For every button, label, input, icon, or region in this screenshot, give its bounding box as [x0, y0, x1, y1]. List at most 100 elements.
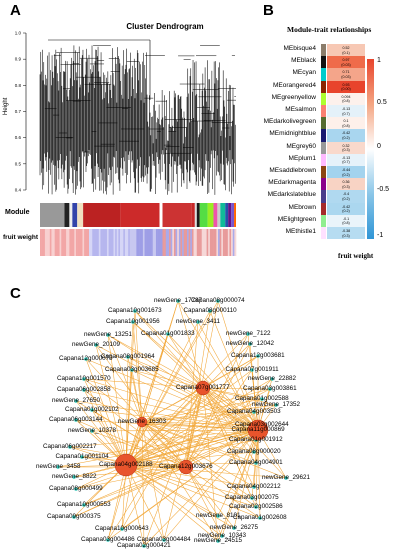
- network-edge: [107, 464, 127, 541]
- gene-label: newGene_20109: [72, 341, 120, 348]
- network-edge: [217, 300, 259, 431]
- module-trait-row: MEgreenyellow: [240, 93, 320, 106]
- correlation-cell: -0.38 (0.3): [327, 227, 365, 240]
- y-tick-label: 0.8: [15, 83, 22, 88]
- network-edge: [202, 387, 263, 426]
- network-edge: [107, 334, 259, 431]
- trait-heat-cell: [120, 229, 122, 256]
- correlation-value: 0.094: [341, 94, 351, 99]
- leaf-node: [220, 534, 224, 538]
- gene-label: Capana10g001570: [57, 375, 111, 382]
- trait-heat-cell: [93, 229, 96, 256]
- correlation-value: 0.36: [342, 180, 350, 185]
- module-color-block: [72, 203, 78, 227]
- module-color-block: [213, 203, 218, 227]
- trait-heat-cell: [129, 229, 132, 256]
- module-color-block: [64, 203, 70, 227]
- gene-label: Capana08g001964: [101, 353, 155, 360]
- trait-heat-cell: [77, 229, 80, 256]
- colorbar-tick: -1: [377, 232, 384, 239]
- trait-heat-cell: [75, 229, 78, 256]
- trait-heat-cell: [160, 229, 163, 256]
- leaf-node: [142, 544, 146, 548]
- leaf-node: [256, 354, 260, 358]
- trait-heat-cell: [98, 229, 101, 256]
- hub-node: [114, 453, 138, 477]
- module-trait-row: MEmidnightblue: [240, 129, 320, 142]
- gene-label: newGene_29621: [262, 474, 310, 481]
- trait-heat-cell: [110, 229, 113, 256]
- colorbar: [367, 59, 374, 239]
- trait-heat-cell: [231, 229, 234, 256]
- gene-label: Capana10g001673: [108, 307, 162, 314]
- gene-label: Capana12g000079: [59, 355, 113, 362]
- correlation-cell: -0.42 (0.2): [327, 129, 365, 142]
- trait-heat-cell: [146, 229, 149, 256]
- trait-heat-cell: [149, 229, 152, 256]
- network-edge: [73, 464, 127, 518]
- module-name: MEdarkmagenta: [268, 179, 316, 187]
- gene-label: Capana06g002858: [57, 386, 111, 393]
- network-edge: [107, 429, 259, 541]
- trait-heat-cell: [141, 229, 144, 256]
- network-edge: [107, 421, 143, 541]
- gene-label: Capana12g003681: [231, 352, 285, 359]
- module-color-block: [217, 203, 221, 227]
- gene-label: Capana04g004901: [229, 459, 283, 466]
- correlation-cell: 0.1 (0.8): [327, 117, 365, 130]
- leaf-node: [106, 333, 110, 337]
- network-edge: [125, 464, 219, 517]
- gene-label: Capana10g001956: [106, 318, 160, 325]
- leaf-node: [254, 461, 258, 465]
- trait-heat-cell: [64, 229, 67, 256]
- leaf-node: [82, 503, 86, 507]
- trait-heat-cell: [123, 229, 126, 256]
- network-edge: [125, 321, 134, 466]
- p-value: (0.1): [342, 50, 350, 55]
- trait-heat-cell: [144, 229, 147, 256]
- trait-heat-cell: [222, 229, 225, 256]
- trait-heat-cell: [67, 229, 70, 256]
- trait-heat-cell: [87, 229, 90, 256]
- trait-heat-cell: [72, 229, 75, 256]
- correlation-value: -0.42: [341, 131, 351, 136]
- module-swatch: [321, 105, 326, 118]
- module-name: MElightgreen: [277, 215, 316, 223]
- network-edge: [185, 369, 253, 468]
- module-swatch: [321, 92, 326, 105]
- module-swatch: [321, 166, 326, 179]
- p-value: (0.7): [342, 111, 350, 116]
- network-edge: [85, 358, 259, 431]
- network-edge: [107, 334, 127, 466]
- trait-heat-cell: [177, 229, 180, 256]
- module-swatch: [321, 129, 326, 142]
- trait-heat-cell: [185, 229, 188, 256]
- correlation-cell: -0.13 (0.7): [327, 105, 365, 118]
- trait-heat-cell: [53, 229, 55, 256]
- gene-label: Capana10g000643: [95, 525, 149, 532]
- network-edge: [73, 429, 259, 518]
- trait-heat-cell: [142, 229, 145, 256]
- correlation-cell: -0.4 (0.2): [327, 190, 365, 203]
- module-color-block: [83, 203, 121, 227]
- correlation-cell: 0.71 (0.03): [327, 68, 365, 81]
- network-edge: [141, 421, 287, 479]
- network-edge: [125, 464, 261, 519]
- leaf-node: [196, 320, 200, 324]
- colorbar-tick: 0.5: [377, 99, 387, 106]
- module-color-block: [231, 203, 235, 227]
- trait-heat-cell: [208, 229, 211, 256]
- trait-heat-cell: [128, 229, 131, 256]
- gene-label: newGene_10378: [68, 427, 116, 434]
- network-edge: [141, 421, 257, 464]
- trait-heat-cell: [147, 229, 150, 256]
- network-edge: [125, 369, 133, 466]
- trait-heat-cell: [183, 229, 186, 256]
- network-edge: [177, 300, 204, 389]
- leaf-node: [82, 377, 86, 381]
- module-trait-row: MEdarkmagenta: [240, 178, 320, 191]
- dendrogram-title: Cluster Dendrogram: [126, 22, 204, 31]
- leaf-node: [120, 527, 124, 531]
- correlation-value: 0.1: [343, 119, 349, 124]
